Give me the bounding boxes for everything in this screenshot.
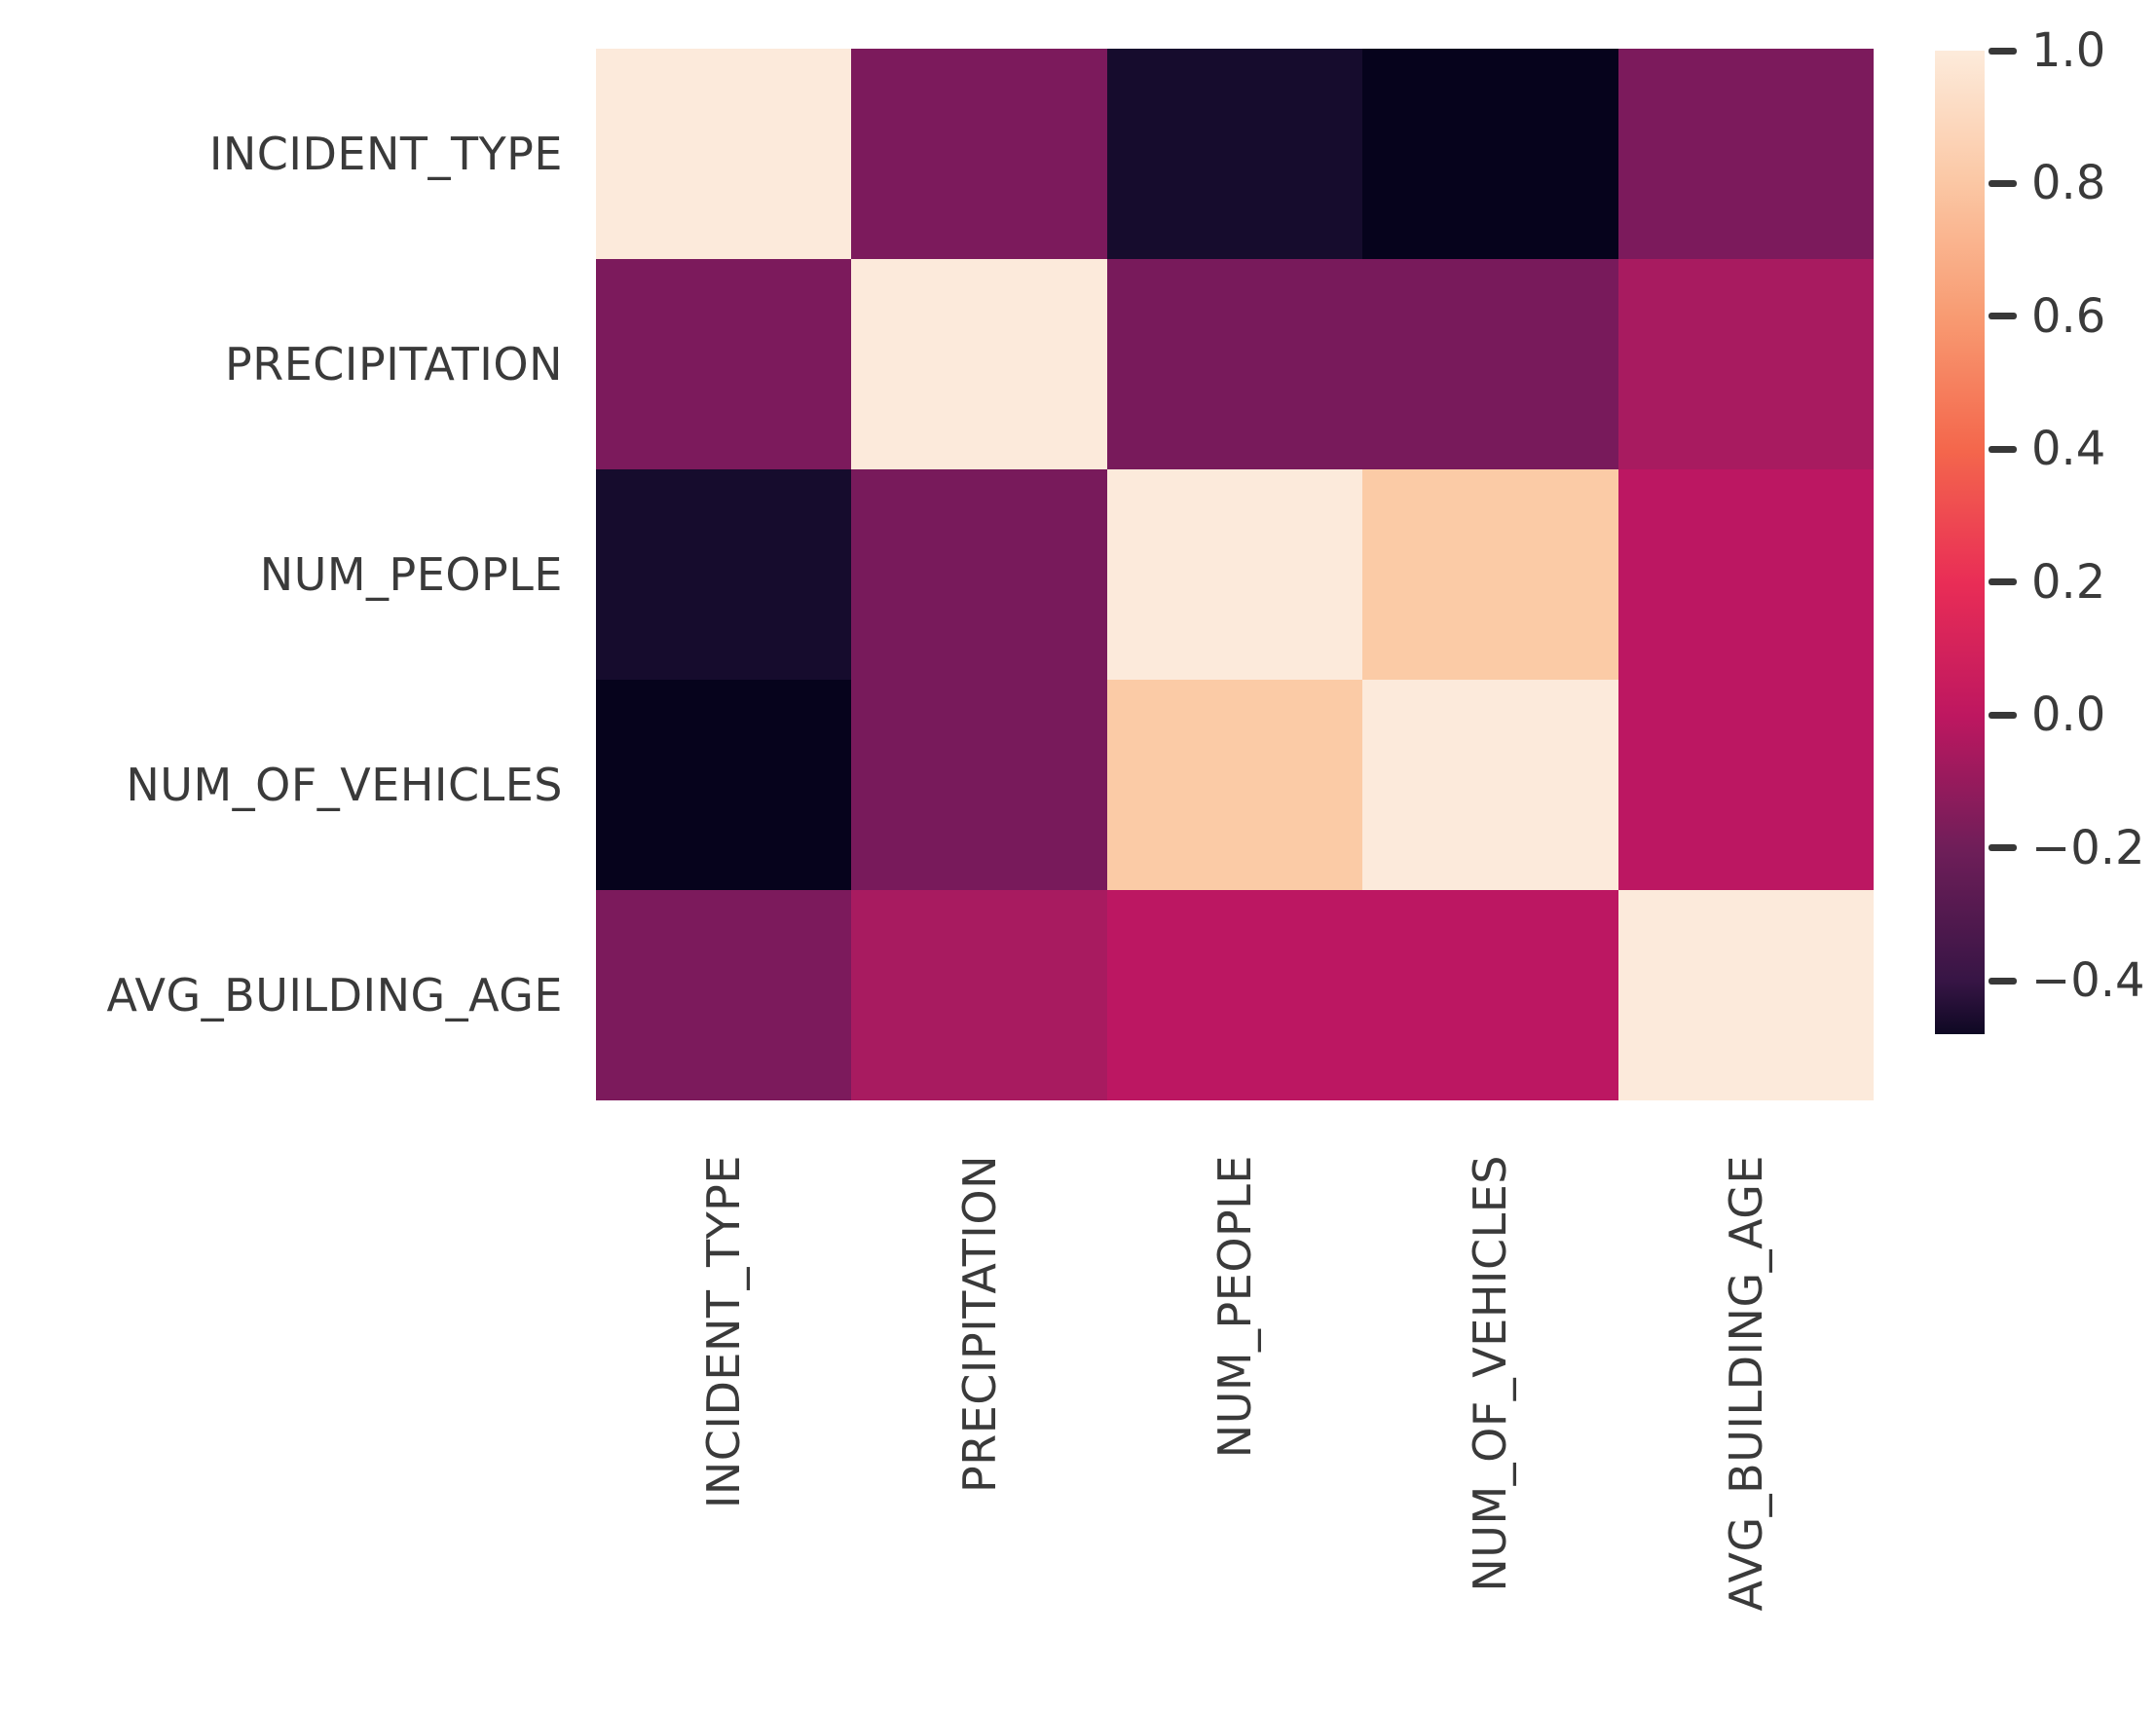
heatmap-cell-r3-c4 [1617,680,1874,890]
heatmap-cell-r1-c4 [1617,259,1874,469]
heatmap-cell-r4-c4 [1617,890,1874,1100]
x-tick-label-text: INCIDENT_TYPE [697,1155,751,1509]
y-tick-label-2: NUM_PEOPLE [259,548,563,601]
heatmap-cell-r0-c2 [1106,49,1363,259]
heatmap-cell-r2-c1 [851,469,1107,680]
heatmap-cell-r4-c3 [1362,890,1618,1100]
heatmap-cell-r1-c1 [851,259,1107,469]
y-tick-label-1: PRECIPITATION [225,338,563,390]
heatmap-cell-r4-c1 [851,890,1107,1100]
heatmap-cell-r3-c0 [596,680,852,890]
heatmap-cell-r2-c2 [1106,469,1363,680]
x-tick-label-text: NUM_OF_VEHICLES [1464,1155,1517,1592]
colorbar-tick-5 [1989,711,2017,719]
colorbar-tick-label-3: 0.4 [2031,422,2106,477]
heatmap-cell-r4-c0 [596,890,852,1100]
colorbar-tick-7 [1989,977,2017,985]
heatmap-cell-r4-c2 [1106,890,1363,1100]
colorbar-tick-label-2: 0.6 [2031,288,2106,344]
heatmap-cell-r3-c2 [1106,680,1363,890]
colorbar-tick-label-0: 1.0 [2031,23,2106,78]
heatmap-cell-r1-c2 [1106,259,1363,469]
colorbar-tick-6 [1989,844,2017,852]
heatmap-cell-r1-c0 [596,259,852,469]
heatmap-cell-r2-c3 [1362,469,1618,680]
colorbar-tick-1 [1989,179,2017,187]
heatmap-cell-r0-c3 [1362,49,1618,259]
colorbar-tick-label-7: −0.4 [2031,953,2145,1009]
x-tick-label-0: INCIDENT_TYPE [697,1155,750,1681]
colorbar-tick-3 [1989,445,2017,453]
heatmap-cell-r1-c3 [1362,259,1618,469]
heatmap-cell-r2-c4 [1617,469,1874,680]
x-tick-label-text: AVG_BUILDING_AGE [1719,1155,1772,1612]
colorbar-tick-label-5: 0.0 [2031,688,2106,743]
heatmap-cell-r2-c0 [596,469,852,680]
colorbar-tick-label-4: 0.2 [2031,554,2106,610]
colorbar-tick-label-6: −0.2 [2031,820,2145,875]
y-tick-label-3: NUM_OF_VEHICLES [126,759,563,811]
x-tick-label-4: AVG_BUILDING_AGE [1720,1155,1772,1681]
colorbar-gradient [1935,51,1985,1034]
heatmap-cell-r0-c4 [1617,49,1874,259]
y-tick-label-4: AVG_BUILDING_AGE [106,969,563,1022]
correlation-heatmap [596,49,1874,1100]
heatmap-cell-r3-c3 [1362,680,1618,890]
heatmap-cell-r0-c1 [851,49,1107,259]
x-tick-label-text: PRECIPITATION [952,1155,1006,1493]
x-tick-label-2: NUM_PEOPLE [1208,1155,1261,1681]
x-tick-label-text: NUM_PEOPLE [1208,1155,1261,1459]
y-tick-label-0: INCIDENT_TYPE [208,128,563,180]
x-tick-label-1: PRECIPITATION [953,1155,1006,1681]
x-tick-label-3: NUM_OF_VEHICLES [1464,1155,1516,1681]
colorbar-tick-0 [1989,47,2017,55]
colorbar-tick-2 [1989,313,2017,320]
colorbar-tick-label-1: 0.8 [2031,156,2106,211]
heatmap-cell-r0-c0 [596,49,852,259]
colorbar-tick-4 [1989,578,2017,586]
heatmap-cell-r3-c1 [851,680,1107,890]
